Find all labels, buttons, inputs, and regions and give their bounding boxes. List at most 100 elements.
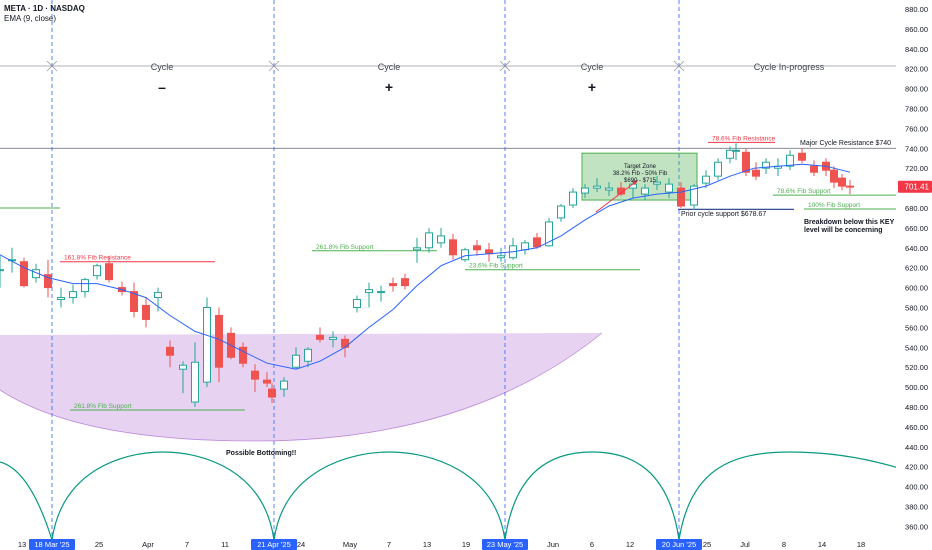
candle-body (752, 169, 760, 177)
candle-down-20 (227, 327, 235, 360)
fib-label-5: 23.6% Fib Support (469, 263, 523, 270)
warning-line-2: level will be concerning (804, 227, 883, 234)
candle-down-10 (105, 255, 113, 283)
price-tick-label: 860.00 (905, 25, 928, 34)
candle-up-49 (569, 188, 577, 208)
time-tick-label: 7 (185, 540, 189, 549)
cycle-label-3: Cycle (581, 62, 604, 72)
cycle-cross-2 (268, 60, 280, 72)
candle-body (786, 154, 794, 167)
candle-body (251, 370, 259, 380)
candle-up-27 (304, 347, 312, 368)
price-tick-label: 660.00 (905, 224, 928, 233)
price-tick-label: 440.00 (905, 443, 928, 452)
time-tick-label: 19 (462, 540, 470, 549)
candle-up-45 (521, 239, 529, 255)
price-tick-label: 460.00 (905, 423, 928, 432)
last-price-label: 701.41 (905, 183, 930, 192)
time-tick-label: 8 (782, 540, 786, 549)
fib-label-4: 261.8% Fib Support (316, 244, 374, 251)
candle-up-36 (413, 237, 421, 263)
candle-up-67 (774, 158, 782, 177)
cycle-cross-1 (46, 60, 58, 72)
candle-body (263, 379, 271, 384)
candle-up-26 (292, 347, 300, 370)
cycle-cross-3 (499, 60, 511, 72)
cycle-label-4: Cycle In-progress (754, 62, 825, 72)
candle-body (57, 297, 65, 301)
candle-down-15 (166, 340, 174, 368)
price-tick-label: 640.00 (905, 244, 928, 253)
candle-body (105, 263, 113, 281)
candle-up-60 (702, 170, 710, 189)
price-tick-label: 620.00 (905, 264, 928, 273)
candle-down-46 (533, 232, 541, 249)
candle-body (830, 169, 838, 183)
fib-label-1: 161.8% Fib Resistance (64, 255, 131, 262)
candle-body (653, 181, 661, 185)
candle-up-48 (557, 204, 565, 222)
cycle-arc-2 (273, 451, 506, 541)
candle-up-38 (437, 227, 445, 248)
candle-body (690, 185, 698, 206)
time-tick-label: 6 (590, 540, 594, 549)
price-tick-label: 760.00 (905, 124, 928, 133)
candle-body (605, 187, 613, 191)
candle-body (798, 152, 806, 161)
candle-up-61 (714, 158, 722, 181)
candle-down-69 (798, 148, 806, 164)
candle-body (665, 183, 673, 193)
candle-down-21 (239, 342, 247, 368)
price-tick-label: 500.00 (905, 383, 928, 392)
time-tick-label: 13 (423, 540, 431, 549)
time-tick-label: 12 (626, 540, 634, 549)
price-tick-label: 560.00 (905, 323, 928, 332)
candle-body (641, 187, 649, 195)
time-tick-label: Jun (547, 540, 559, 549)
candle-body (726, 149, 734, 159)
candle-body (557, 205, 565, 219)
price-tick-label: 800.00 (905, 85, 928, 94)
candle-body (142, 305, 150, 320)
candle-body (545, 221, 553, 247)
candle-up-29 (329, 331, 337, 348)
candle-up-52 (605, 182, 613, 197)
candle-up-37 (425, 227, 433, 253)
candle-down-42 (485, 242, 493, 262)
time-tick-label: 18 (857, 540, 865, 549)
candle-up-8 (81, 277, 89, 298)
target-zone-range-price: $690 - $715 (624, 178, 657, 184)
candle-up-56 (653, 176, 661, 191)
cycle-arc-4 (678, 451, 906, 541)
candle-down-5 (44, 259, 52, 298)
candle-body (617, 187, 625, 195)
candle-body (838, 177, 846, 187)
candle-body (304, 348, 312, 362)
candle-down-70 (810, 160, 818, 177)
price-tick-label: 380.00 (905, 503, 928, 512)
candle-body (239, 346, 247, 364)
date-badge-3 (482, 539, 528, 550)
date-badge-4 (656, 539, 702, 550)
candle-down-73 (838, 174, 846, 191)
price-axis-bg (896, 0, 932, 550)
candle-up-66 (762, 158, 770, 175)
candle-up-47 (545, 217, 553, 247)
candle-up-59 (690, 184, 698, 210)
candle-body (191, 361, 199, 403)
indicator-label: EMA (9, close) (4, 14, 57, 23)
candle-up-6 (57, 287, 65, 308)
candle-body (353, 299, 361, 309)
candle-body (81, 279, 89, 293)
candle-up-18 (203, 297, 211, 388)
fib-label-8: 100% Fib Support (808, 202, 860, 209)
candle-up-17 (191, 342, 199, 407)
cycle-arc-3 (504, 451, 680, 541)
candle-body (569, 191, 577, 206)
candle-body (179, 364, 187, 370)
cycle-label-1: Cycle (151, 62, 174, 72)
fib-label-3: 261.8% Fib Support (74, 403, 132, 410)
date-badge-label-1: 18 Mar '25 (34, 540, 69, 549)
candle-body (166, 346, 174, 356)
